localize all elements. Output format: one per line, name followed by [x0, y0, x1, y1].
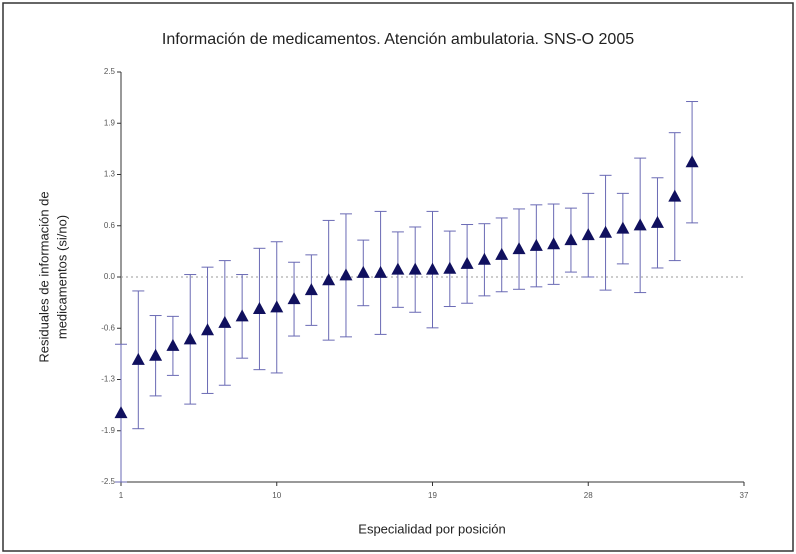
point — [114, 406, 128, 419]
point — [529, 238, 543, 251]
point — [235, 309, 249, 322]
point — [460, 256, 474, 269]
point — [564, 233, 578, 246]
y-tick-label: 1.9 — [104, 118, 116, 127]
point — [322, 273, 336, 286]
y-tick-label: 0.6 — [104, 221, 116, 230]
point — [252, 301, 266, 314]
point — [616, 221, 630, 234]
point — [339, 268, 353, 281]
point — [547, 237, 561, 250]
point — [581, 228, 595, 241]
y-tick-label: -0.6 — [101, 323, 115, 332]
point — [166, 338, 180, 351]
point — [183, 332, 197, 345]
point — [495, 247, 509, 260]
y-axis-label-line: medicamentos (si/no) — [54, 215, 69, 339]
x-tick-label: 1 — [119, 491, 124, 500]
point — [304, 283, 318, 296]
point — [201, 323, 215, 336]
point — [668, 189, 682, 202]
point — [426, 262, 439, 275]
y-tick-label: 2.5 — [104, 67, 116, 76]
y-tick-label: -1.9 — [101, 426, 115, 435]
point — [218, 315, 232, 328]
x-tick-label: 19 — [428, 491, 437, 500]
y-tick-label: -1.3 — [101, 375, 115, 384]
point — [633, 218, 647, 231]
point — [287, 292, 301, 305]
point — [443, 261, 457, 274]
x-tick-label: 28 — [584, 491, 593, 500]
point — [270, 300, 284, 313]
y-tick-label: -2.5 — [101, 477, 115, 486]
point — [131, 352, 145, 365]
y-axis-label: Residuales de información de medicamento… — [36, 191, 69, 362]
chart-title: Información de medicamentos. Atención am… — [162, 31, 634, 48]
point — [477, 252, 491, 265]
x-axis-label: Especialidad por posición — [358, 521, 505, 536]
point — [149, 348, 163, 361]
point — [685, 155, 699, 168]
point — [356, 265, 370, 278]
y-axis-label-line: Residuales de información de — [36, 191, 51, 362]
y-tick-label: 0.0 — [104, 272, 116, 281]
point — [512, 242, 526, 255]
point — [650, 215, 664, 228]
point — [408, 262, 422, 275]
point — [599, 225, 613, 238]
point — [374, 265, 388, 278]
point — [391, 262, 405, 275]
x-tick-label: 10 — [272, 491, 281, 500]
y-tick-label: 1.3 — [104, 170, 116, 179]
x-tick-label: 37 — [740, 491, 749, 500]
